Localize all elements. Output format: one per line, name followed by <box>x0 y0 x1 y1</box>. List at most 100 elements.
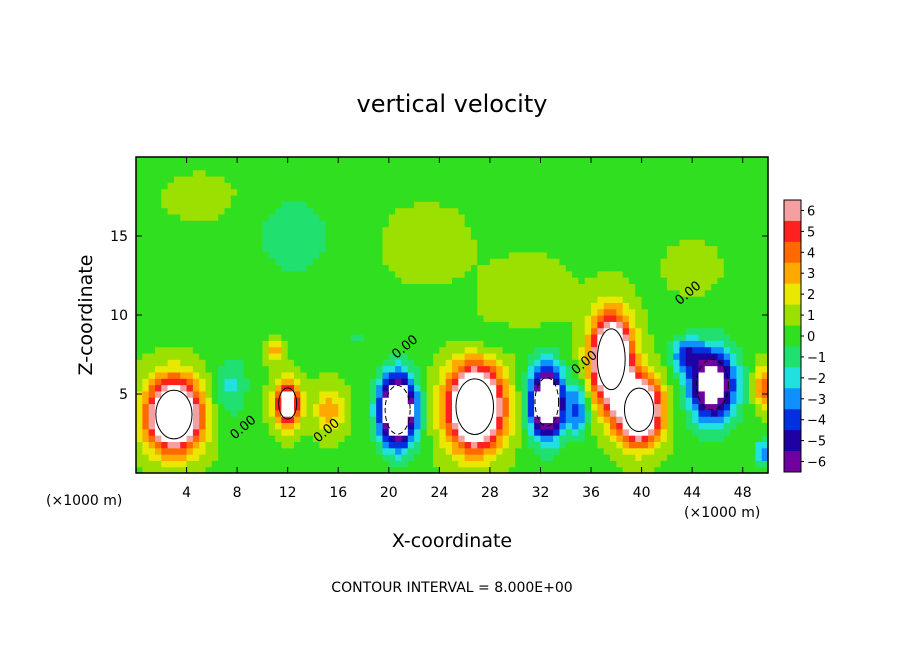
heatmap-cell <box>312 435 320 442</box>
heatmap-cell <box>730 397 737 405</box>
heatmap-cell <box>452 157 459 164</box>
heatmap-cell <box>584 157 592 164</box>
heatmap-cell <box>515 422 523 430</box>
heatmap-cell <box>243 226 251 234</box>
heatmap-cell <box>224 359 232 367</box>
heatmap-cell <box>319 239 327 247</box>
heatmap-cell <box>363 466 371 474</box>
heatmap-cell <box>331 409 339 417</box>
heatmap-cell <box>433 226 440 234</box>
heatmap-cell <box>294 258 301 266</box>
heatmap-cell <box>502 321 510 329</box>
heatmap-cell <box>584 201 592 209</box>
heatmap-cell <box>698 220 706 228</box>
heatmap-cell <box>142 447 150 455</box>
heatmap-cell <box>470 283 478 291</box>
heatmap-cell <box>192 201 200 209</box>
heatmap-cell <box>420 296 428 303</box>
heatmap-cell <box>249 460 257 468</box>
heatmap-cell <box>679 327 687 335</box>
heatmap-cell <box>685 270 693 278</box>
heatmap-cell <box>426 157 434 164</box>
heatmap-cell <box>167 428 175 436</box>
heatmap-cell <box>452 175 459 183</box>
heatmap-cell <box>717 378 725 386</box>
heatmap-cell <box>433 220 440 228</box>
heatmap-cell <box>445 232 453 240</box>
heatmap-cell <box>376 175 384 183</box>
heatmap-cell <box>464 277 472 284</box>
heatmap-cell <box>597 264 605 272</box>
heatmap-cell <box>761 352 769 360</box>
heatmap-cell <box>142 466 150 474</box>
heatmap-cell <box>407 346 415 354</box>
heatmap-cell <box>458 270 466 278</box>
heatmap-cell <box>237 315 245 322</box>
heatmap-cell <box>685 201 693 209</box>
heatmap-cell <box>312 251 320 259</box>
heatmap-cell <box>553 422 561 430</box>
heatmap-cell <box>306 245 314 253</box>
heatmap-cell <box>439 296 447 303</box>
heatmap-cell <box>357 378 365 386</box>
heatmap-cell <box>616 232 624 240</box>
heatmap-cell <box>546 340 554 348</box>
heatmap-cell <box>388 403 396 411</box>
heatmap-cell <box>527 359 535 367</box>
heatmap-cell <box>294 182 301 190</box>
heatmap-cell <box>711 416 719 424</box>
heatmap-cell <box>553 169 561 177</box>
heatmap-cell <box>452 188 459 196</box>
heatmap-cell <box>679 315 687 322</box>
heatmap-cell <box>565 441 573 449</box>
heatmap-cell <box>559 378 567 386</box>
heatmap-cell <box>230 194 238 202</box>
heatmap-cell <box>426 239 434 247</box>
heatmap-cell <box>616 245 624 253</box>
heatmap-cell <box>483 409 491 417</box>
heatmap-cell <box>300 188 308 196</box>
heatmap-cell <box>654 365 662 373</box>
heatmap-cell <box>268 435 276 442</box>
heatmap-cell <box>534 340 542 348</box>
heatmap-cell <box>218 175 226 183</box>
heatmap-cell <box>679 220 687 228</box>
heatmap-cell <box>426 321 434 329</box>
heatmap-cell <box>483 416 491 424</box>
heatmap-cell <box>483 390 491 398</box>
heatmap-cell <box>350 390 358 398</box>
heatmap-cell <box>761 213 769 221</box>
heatmap-cell <box>679 296 687 303</box>
heatmap-cell <box>376 428 384 436</box>
heatmap-cell <box>673 239 681 247</box>
heatmap-cell <box>312 213 320 221</box>
heatmap-cell <box>628 163 636 171</box>
heatmap-cell <box>489 201 497 209</box>
heatmap-cell <box>167 251 175 259</box>
heatmap-cell <box>572 327 579 335</box>
heatmap-cell <box>338 201 346 209</box>
heatmap-cell <box>559 302 567 310</box>
heatmap-cell <box>635 390 643 398</box>
heatmap-cell <box>666 194 674 202</box>
heatmap-cell <box>470 346 478 354</box>
heatmap-cell <box>565 245 573 253</box>
heatmap-cell <box>268 371 276 379</box>
heatmap-cell <box>192 182 200 190</box>
heatmap-cell <box>275 264 282 272</box>
heatmap-cell <box>142 359 150 367</box>
heatmap-cell <box>306 277 314 284</box>
heatmap-cell <box>647 409 655 417</box>
heatmap-cell <box>527 182 535 190</box>
heatmap-cell <box>572 346 579 354</box>
heatmap-cell <box>350 169 358 177</box>
heatmap-cell <box>319 201 327 209</box>
heatmap-cell <box>243 409 251 417</box>
heatmap-cell <box>388 321 396 329</box>
heatmap-cell <box>142 201 150 209</box>
heatmap-cell <box>515 403 523 411</box>
heatmap-cell <box>445 239 453 247</box>
heatmap-cell <box>186 245 194 253</box>
heatmap-cell <box>357 239 365 247</box>
heatmap-cell <box>616 169 624 177</box>
